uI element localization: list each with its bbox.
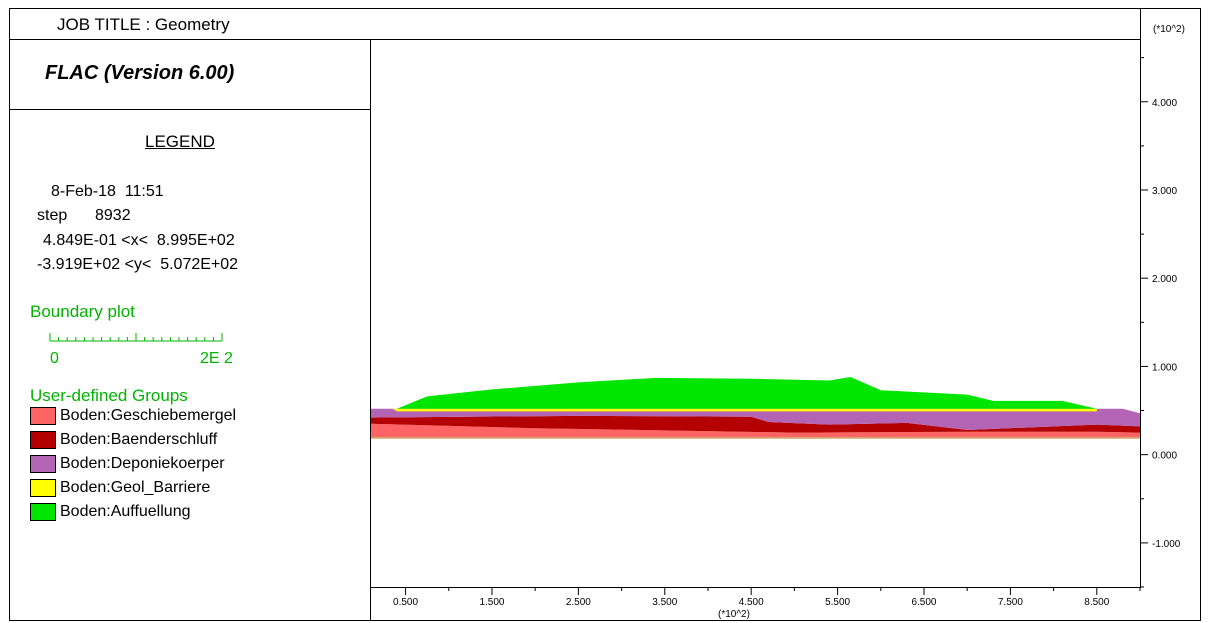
x-unit-label: (*10^2) bbox=[718, 609, 750, 620]
group-label: Boden:Deponiekoerper bbox=[60, 455, 225, 472]
group-swatch bbox=[30, 455, 56, 473]
boundary-plot-label: Boundary plot bbox=[30, 302, 135, 321]
group-label: Boden:Geol_Barriere bbox=[60, 479, 211, 496]
x-tick-label: 6.500 bbox=[911, 597, 936, 608]
title-divider bbox=[9, 39, 1141, 40]
y-tick-label: 1.000 bbox=[1152, 362, 1177, 373]
y-tick-label: -1.000 bbox=[1152, 539, 1181, 550]
legend-heading: LEGEND bbox=[145, 132, 215, 151]
date-time: 8-Feb-18 11:51 bbox=[51, 183, 164, 200]
x-tick-label: 3.500 bbox=[652, 597, 677, 608]
x-tick-label: 4.500 bbox=[739, 597, 764, 608]
group-swatch bbox=[30, 503, 56, 521]
x-tick-label: 5.500 bbox=[825, 597, 850, 608]
scale-min: 0 bbox=[50, 350, 59, 367]
group-label: Boden:Geschiebemergel bbox=[60, 407, 237, 424]
layer-polygon bbox=[396, 377, 1097, 409]
x-tick-label: 2.500 bbox=[566, 597, 591, 608]
group-swatch bbox=[30, 407, 56, 425]
group-legend-item: Boden:Auffuellung bbox=[30, 502, 190, 522]
group-label: Boden:Auffuellung bbox=[60, 503, 191, 520]
y-tick-label: 3.000 bbox=[1152, 186, 1177, 197]
layer-polygon bbox=[371, 415, 1140, 433]
x-range: 4.849E-01 <x< 8.995E+02 bbox=[43, 232, 235, 249]
group-legend-item: Boden:Deponiekoerper bbox=[30, 454, 225, 474]
soil-base-band bbox=[371, 437, 1140, 439]
x-tick-label: 7.500 bbox=[998, 597, 1023, 608]
group-legend-item: Boden:Baenderschluff bbox=[30, 430, 217, 450]
layer-polygon bbox=[371, 408, 1140, 430]
group-legend-item: Boden:Geol_Barriere bbox=[30, 478, 210, 498]
plot-frame bbox=[9, 8, 1201, 621]
y-axis-line bbox=[1140, 8, 1141, 588]
x-tick-label: 0.500 bbox=[393, 597, 418, 608]
version-label: FLAC (Version 6.00) bbox=[45, 62, 235, 84]
version-divider bbox=[9, 109, 371, 110]
group-legend-item: Boden:Geschiebemergel bbox=[30, 406, 236, 426]
scale-max: 2E 2 bbox=[200, 350, 233, 367]
x-tick-label: 8.500 bbox=[1084, 597, 1109, 608]
step-value: 8932 bbox=[95, 207, 131, 224]
y-unit-label: (*10^2) bbox=[1153, 24, 1185, 35]
y-tick-label: 2.000 bbox=[1152, 274, 1177, 285]
y-tick-label: 0.000 bbox=[1152, 451, 1177, 462]
group-swatch bbox=[30, 431, 56, 449]
x-axis-line bbox=[370, 587, 1141, 588]
groups-heading: User-defined Groups bbox=[30, 386, 188, 405]
group-label: Boden:Baenderschluff bbox=[60, 431, 218, 448]
job-title: JOB TITLE : Geometry bbox=[57, 15, 230, 34]
legend-divider bbox=[370, 39, 371, 621]
x-tick-label: 1.500 bbox=[479, 597, 504, 608]
y-range: -3.919E+02 <y< 5.072E+02 bbox=[37, 256, 239, 273]
step-label: step bbox=[37, 207, 68, 224]
layer-polygon bbox=[392, 408, 1097, 412]
layer-polygon bbox=[371, 423, 1140, 438]
y-tick-label: 4.000 bbox=[1152, 98, 1177, 109]
group-swatch bbox=[30, 479, 56, 497]
